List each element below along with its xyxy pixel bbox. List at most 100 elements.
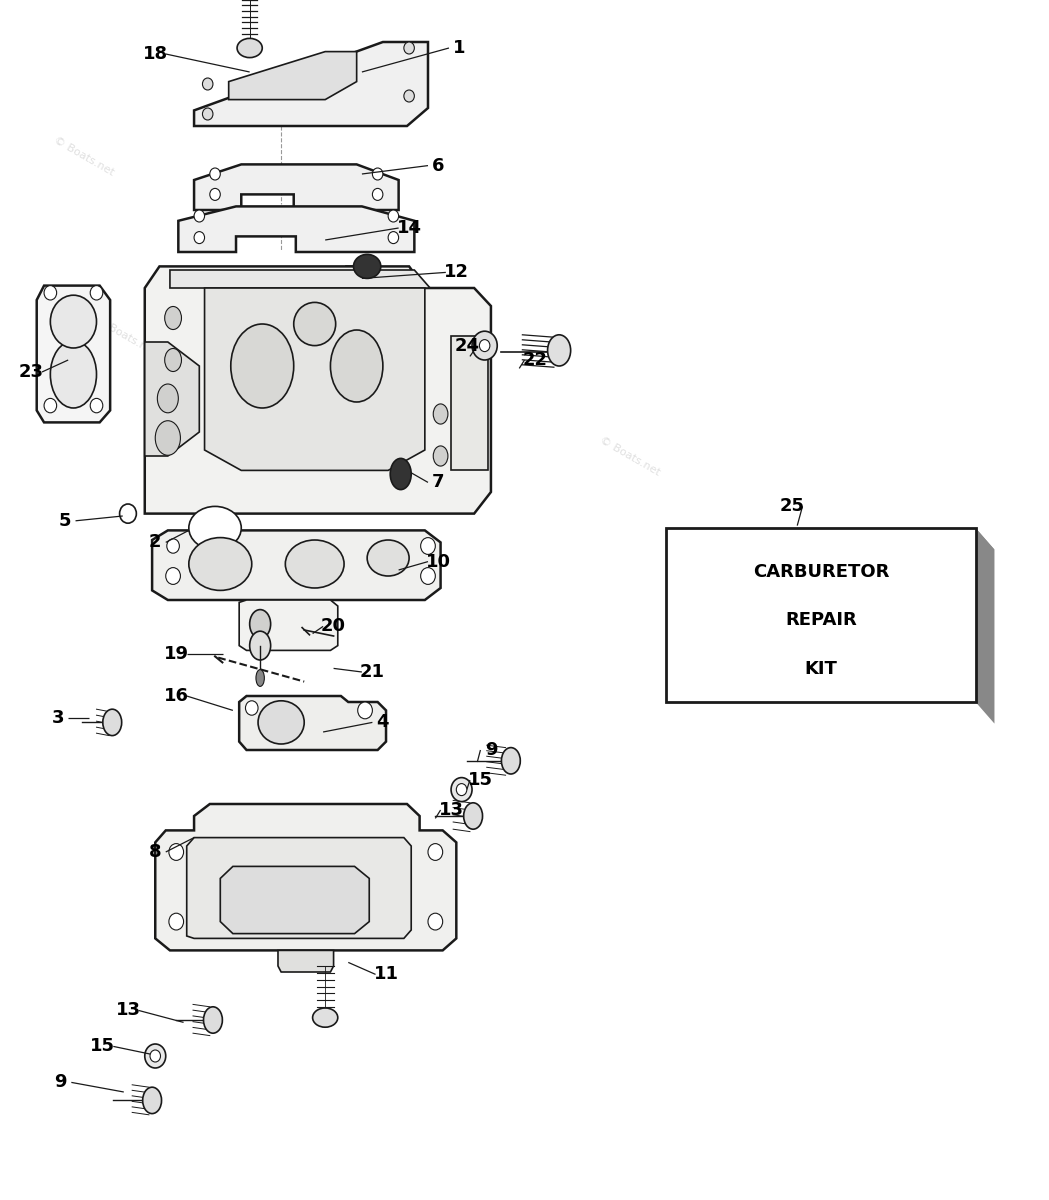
- Ellipse shape: [464, 803, 483, 829]
- Ellipse shape: [372, 168, 383, 180]
- Ellipse shape: [433, 404, 448, 424]
- Text: 23: 23: [19, 364, 44, 382]
- Ellipse shape: [294, 302, 336, 346]
- Ellipse shape: [433, 446, 448, 466]
- Polygon shape: [278, 950, 334, 972]
- Polygon shape: [451, 336, 488, 470]
- Ellipse shape: [145, 1044, 166, 1068]
- Ellipse shape: [372, 188, 383, 200]
- Polygon shape: [194, 42, 428, 126]
- Ellipse shape: [404, 42, 414, 54]
- Text: 13: 13: [115, 1001, 141, 1020]
- Polygon shape: [220, 866, 369, 934]
- Ellipse shape: [548, 335, 571, 366]
- Ellipse shape: [456, 784, 467, 796]
- Text: CARBURETOR: CARBURETOR: [752, 563, 890, 581]
- Text: 19: 19: [164, 646, 189, 662]
- Ellipse shape: [285, 540, 344, 588]
- Ellipse shape: [210, 188, 220, 200]
- Text: 9: 9: [485, 740, 497, 758]
- Text: 24: 24: [454, 336, 479, 355]
- Text: 1: 1: [453, 38, 466, 56]
- Ellipse shape: [250, 631, 271, 660]
- Text: 20: 20: [321, 617, 346, 636]
- Ellipse shape: [157, 384, 178, 413]
- Polygon shape: [145, 342, 199, 456]
- Ellipse shape: [202, 108, 213, 120]
- Text: 2: 2: [149, 533, 162, 551]
- Text: 3: 3: [51, 708, 64, 726]
- Text: 15: 15: [468, 770, 493, 790]
- Ellipse shape: [169, 913, 184, 930]
- Ellipse shape: [50, 295, 97, 348]
- Ellipse shape: [367, 540, 409, 576]
- Ellipse shape: [250, 610, 271, 638]
- Ellipse shape: [428, 913, 443, 930]
- Text: © Boats.net: © Boats.net: [598, 434, 661, 478]
- Polygon shape: [666, 528, 994, 550]
- Text: 14: 14: [397, 218, 422, 236]
- Ellipse shape: [165, 348, 181, 372]
- Ellipse shape: [404, 90, 414, 102]
- Ellipse shape: [388, 232, 399, 244]
- Polygon shape: [976, 528, 994, 724]
- Ellipse shape: [330, 330, 383, 402]
- Ellipse shape: [150, 1050, 160, 1062]
- Ellipse shape: [428, 844, 443, 860]
- Ellipse shape: [143, 1087, 162, 1114]
- Text: 18: 18: [143, 44, 168, 62]
- Polygon shape: [155, 804, 456, 950]
- Ellipse shape: [258, 701, 304, 744]
- Ellipse shape: [44, 286, 57, 300]
- Ellipse shape: [313, 1008, 338, 1027]
- Text: 25: 25: [779, 498, 805, 516]
- Ellipse shape: [388, 210, 399, 222]
- Text: 10: 10: [426, 552, 451, 570]
- Ellipse shape: [390, 458, 411, 490]
- Text: 9: 9: [55, 1073, 67, 1092]
- Text: 6: 6: [432, 156, 445, 174]
- Text: © Boats.net: © Boats.net: [367, 362, 430, 406]
- Polygon shape: [229, 52, 357, 100]
- Ellipse shape: [103, 709, 122, 736]
- Text: 7: 7: [432, 473, 445, 492]
- Bar: [666, 528, 976, 702]
- Polygon shape: [145, 266, 491, 514]
- Polygon shape: [239, 600, 338, 650]
- Ellipse shape: [155, 421, 180, 455]
- Ellipse shape: [210, 168, 220, 180]
- Polygon shape: [170, 270, 430, 288]
- Ellipse shape: [189, 538, 252, 590]
- Ellipse shape: [169, 844, 184, 860]
- Text: 12: 12: [444, 263, 469, 281]
- Ellipse shape: [451, 778, 472, 802]
- Text: REPAIR: REPAIR: [785, 611, 857, 629]
- Text: © Boats.net: © Boats.net: [52, 134, 115, 178]
- Text: 13: 13: [438, 802, 464, 818]
- Text: 4: 4: [377, 713, 389, 731]
- Ellipse shape: [50, 341, 97, 408]
- Text: © Boats.net: © Boats.net: [94, 314, 157, 358]
- Text: 16: 16: [164, 686, 189, 704]
- Ellipse shape: [231, 324, 294, 408]
- Ellipse shape: [245, 701, 258, 715]
- Ellipse shape: [421, 538, 435, 554]
- Ellipse shape: [194, 210, 205, 222]
- Text: 5: 5: [59, 511, 71, 530]
- Ellipse shape: [202, 78, 213, 90]
- Ellipse shape: [165, 306, 181, 330]
- Polygon shape: [152, 530, 441, 600]
- Ellipse shape: [44, 398, 57, 413]
- Text: 11: 11: [373, 965, 399, 984]
- Polygon shape: [178, 206, 414, 252]
- Ellipse shape: [354, 254, 381, 278]
- Ellipse shape: [166, 568, 180, 584]
- Ellipse shape: [479, 340, 490, 352]
- Ellipse shape: [204, 1007, 222, 1033]
- Text: 22: 22: [522, 350, 548, 370]
- Text: 21: 21: [360, 662, 385, 680]
- Text: 8: 8: [149, 842, 162, 862]
- Ellipse shape: [90, 398, 103, 413]
- Ellipse shape: [194, 232, 205, 244]
- Ellipse shape: [358, 702, 372, 719]
